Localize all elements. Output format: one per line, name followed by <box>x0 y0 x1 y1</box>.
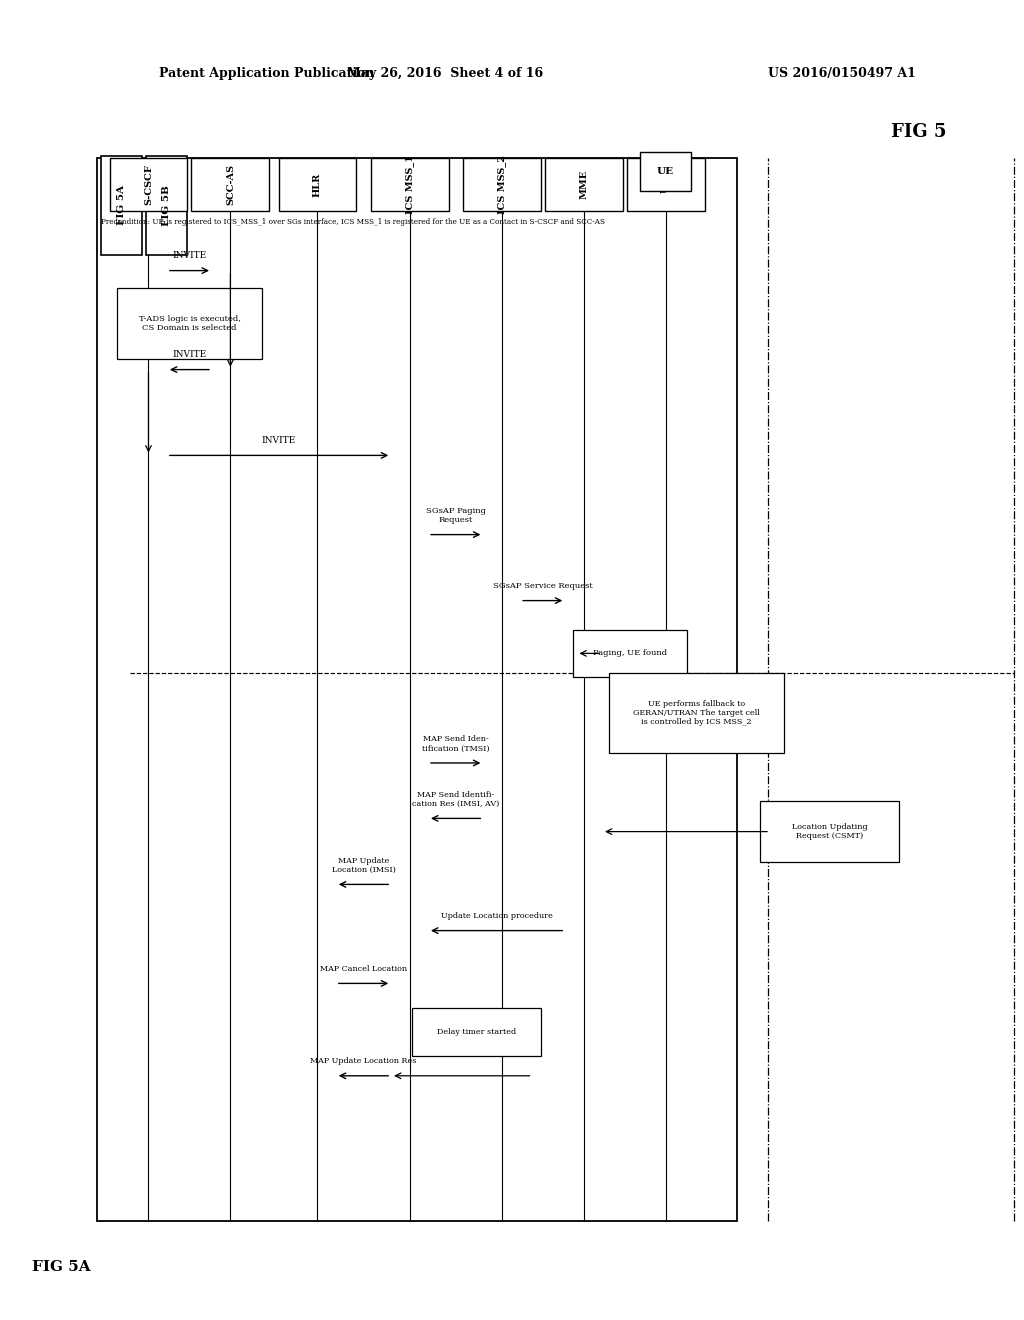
Text: INVITE: INVITE <box>172 350 207 359</box>
Text: UE performs fallback to
GERAN/UTRAN The target cell
is controlled by ICS MSS_2: UE performs fallback to GERAN/UTRAN The … <box>633 700 760 726</box>
Text: MAP Cancel Location: MAP Cancel Location <box>319 965 408 973</box>
Text: Location Updating
Request (CSMT): Location Updating Request (CSMT) <box>792 822 867 841</box>
Text: FIG 5: FIG 5 <box>891 123 946 141</box>
Text: FIG 5A: FIG 5A <box>32 1261 91 1274</box>
Text: MME: MME <box>580 170 588 199</box>
Text: Update Location procedure: Update Location procedure <box>440 912 553 920</box>
FancyBboxPatch shape <box>608 672 784 752</box>
Text: US 2016/0150497 A1: US 2016/0150497 A1 <box>768 67 915 81</box>
Text: FIG 5B: FIG 5B <box>163 185 171 226</box>
Text: FIG 5A: FIG 5A <box>118 185 126 226</box>
Text: Delay timer started: Delay timer started <box>436 1028 516 1036</box>
FancyBboxPatch shape <box>760 801 899 862</box>
Text: UE: UE <box>657 168 674 176</box>
FancyBboxPatch shape <box>463 158 541 211</box>
FancyBboxPatch shape <box>110 158 187 211</box>
Text: T-ADS logic is executed,
CS Domain is selected: T-ADS logic is executed, CS Domain is se… <box>138 314 241 333</box>
FancyBboxPatch shape <box>371 158 449 211</box>
FancyBboxPatch shape <box>279 158 356 211</box>
Text: SGsAP Service Request: SGsAP Service Request <box>493 582 593 590</box>
Text: Precondition: UE is registered to ICS_MSS_1 over SGs interface, ICS MSS_1 is reg: Precondition: UE is registered to ICS_MS… <box>101 218 605 226</box>
FancyBboxPatch shape <box>627 158 705 211</box>
Text: INVITE: INVITE <box>262 436 296 445</box>
Text: Patent Application Publication: Patent Application Publication <box>159 67 374 81</box>
Text: ICS MSS_2: ICS MSS_2 <box>498 156 506 214</box>
Text: May 26, 2016  Sheet 4 of 16: May 26, 2016 Sheet 4 of 16 <box>347 67 544 81</box>
Text: MAP Update Location Res: MAP Update Location Res <box>310 1057 417 1065</box>
FancyBboxPatch shape <box>101 156 142 255</box>
Text: INVITE: INVITE <box>172 251 207 260</box>
Text: SGsAP Paging
Request: SGsAP Paging Request <box>426 507 485 524</box>
FancyBboxPatch shape <box>640 152 691 191</box>
Text: MAP Update
Location (IMSI): MAP Update Location (IMSI) <box>332 857 395 874</box>
Text: ICS MSS_1: ICS MSS_1 <box>406 156 414 214</box>
FancyBboxPatch shape <box>573 630 686 677</box>
Text: SCC-AS: SCC-AS <box>226 164 234 206</box>
Text: HLR: HLR <box>313 173 322 197</box>
Text: Paging, UE found: Paging, UE found <box>593 649 667 657</box>
Text: S-CSCF: S-CSCF <box>144 165 153 205</box>
FancyBboxPatch shape <box>412 1008 541 1056</box>
Text: UE: UE <box>662 177 670 193</box>
Text: MAP Send Identifi-
cation Res (IMSI, AV): MAP Send Identifi- cation Res (IMSI, AV) <box>412 791 500 808</box>
Text: MAP Send Iden-
tification (TMSI): MAP Send Iden- tification (TMSI) <box>422 735 489 752</box>
FancyBboxPatch shape <box>117 288 262 359</box>
FancyBboxPatch shape <box>191 158 269 211</box>
FancyBboxPatch shape <box>545 158 623 211</box>
FancyBboxPatch shape <box>146 156 187 255</box>
